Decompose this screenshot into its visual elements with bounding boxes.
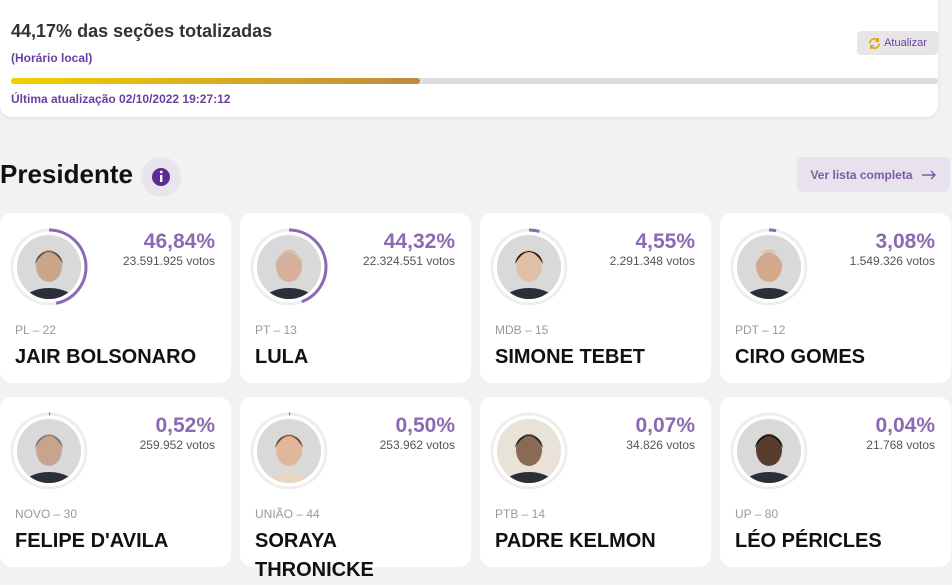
info-button[interactable]	[141, 157, 181, 197]
photo	[497, 235, 561, 299]
ring-arc	[730, 228, 808, 306]
refresh-button[interactable]: Atualizar	[857, 31, 938, 55]
candidate-percent: 4,55%	[635, 230, 695, 253]
photo	[737, 235, 801, 299]
candidate-percent: 46,84%	[143, 230, 215, 253]
candidate-percent: 0,50%	[395, 414, 455, 437]
photo-head	[516, 250, 542, 282]
candidate-card[interactable]: 0,52% 259.952 votos NOVO – 30 FELIPE D'AVIL…	[0, 397, 231, 567]
candidate-card[interactable]: 46,84% 23.591.925 votos PL – 22 JAIR BOLSON…	[0, 213, 231, 383]
progress-fill	[11, 78, 421, 84]
candidate-name: CIRO GOMES	[735, 346, 866, 368]
progress-track	[11, 78, 938, 84]
candidate-ring	[730, 228, 808, 306]
photo-hair	[275, 435, 303, 448]
last-update: Última atualização 02/10/2022 19:27:12	[11, 92, 231, 106]
candidate-ring	[250, 228, 328, 306]
full-list-label: Ver lista completa	[810, 167, 913, 182]
candidate-party: UNIÃO – 44	[255, 507, 320, 521]
ring-arc	[250, 228, 328, 306]
candidate-name: LÉO PÉRICLES	[735, 530, 882, 552]
candidate-party: NOVO – 30	[15, 507, 78, 521]
candidate-party: PL – 22	[15, 323, 56, 337]
candidate-party: UP – 80	[735, 507, 779, 521]
photo-hair	[35, 251, 63, 264]
candidate-percent: 44,32%	[383, 230, 455, 253]
photo-head	[36, 434, 62, 466]
candidate-name: PADRE KELMON	[495, 530, 656, 552]
candidate-card[interactable]: 4,55% 2.291.348 votos MDB – 15 SIMONE TEBET	[480, 213, 711, 383]
candidate-ring	[250, 412, 328, 490]
candidate-party: MDB – 15	[495, 323, 549, 337]
candidate-percent: 0,52%	[155, 414, 215, 437]
status-card: 44,17% das seções totalizadas (Horário l…	[0, 0, 938, 117]
photo	[257, 419, 321, 483]
refresh-label: Atualizar	[884, 37, 927, 49]
candidate-votes: 2.291.348 votos	[609, 254, 695, 268]
ring-arc	[490, 412, 568, 490]
candidate-percent: 3,08%	[875, 230, 935, 253]
photo-head	[36, 250, 62, 282]
candidate-ring	[490, 412, 568, 490]
photo-hair	[755, 251, 783, 264]
full-list-button[interactable]: Ver lista completa	[797, 157, 950, 192]
photo	[737, 419, 801, 483]
candidate-name: FELIPE D'AVILA	[15, 530, 169, 552]
candidate-card[interactable]: 3,08% 1.549.326 votos PDT – 12 CIRO GOMES	[720, 213, 951, 383]
candidate-card[interactable]: 0,50% 253.962 votos UNIÃO – 44 SORAYA THRON…	[240, 397, 471, 581]
candidate-party: PT – 13	[255, 323, 297, 337]
status-subtitle: (Horário local)	[11, 51, 93, 65]
candidate-ring	[10, 412, 88, 490]
photo-head	[756, 250, 782, 282]
candidate-card[interactable]: 0,04% 21.768 votos UP – 80 LÉO PÉRICLES	[720, 397, 951, 567]
candidate-votes: 34.826 votos	[626, 438, 695, 452]
status-percent: 44,17%	[11, 21, 73, 41]
photo-hair	[275, 251, 303, 264]
candidate-votes: 253.962 votos	[379, 438, 455, 452]
candidate-name: SIMONE TEBET	[495, 346, 646, 368]
ring-arc	[10, 228, 88, 306]
refresh-icon	[869, 37, 880, 49]
ring-arc	[250, 412, 328, 490]
photo-head	[276, 250, 302, 282]
status-title: 44,17% das seções totalizadas	[11, 21, 272, 42]
candidate-card[interactable]: 0,07% 34.826 votos PTB – 14 PADRE KELMON	[480, 397, 711, 567]
candidate-card[interactable]: 44,32% 22.324.551 votos PT – 13 LULA	[240, 213, 471, 383]
candidate-ring	[10, 228, 88, 306]
candidate-ring	[730, 412, 808, 490]
photo	[17, 419, 81, 483]
candidate-percent: 0,07%	[635, 414, 695, 437]
candidate-party: PTB – 14	[495, 507, 546, 521]
candidate-name: SORAYA THRONICKE	[255, 530, 374, 581]
photo	[257, 235, 321, 299]
photo-head	[516, 434, 542, 466]
status-text: das seções totalizadas	[77, 21, 273, 41]
section-title: Presidente	[0, 159, 133, 189]
photo-hair	[35, 435, 63, 448]
candidate-name: LULA	[255, 346, 309, 368]
photo-hair	[515, 251, 543, 264]
arrow-icon	[921, 170, 936, 179]
candidate-party: PDT – 12	[735, 323, 786, 337]
ring-arc	[490, 228, 568, 306]
info-icon	[152, 168, 170, 186]
candidate-votes: 259.952 votos	[139, 438, 215, 452]
photo-head	[276, 434, 302, 466]
candidate-votes: 23.591.925 votos	[122, 254, 215, 268]
photo	[497, 419, 561, 483]
candidate-percent: 0,04%	[875, 414, 935, 437]
photo-head	[756, 434, 782, 466]
ring-arc	[730, 412, 808, 490]
candidate-votes: 1.549.326 votos	[849, 254, 935, 268]
candidate-votes: 22.324.551 votos	[362, 254, 455, 268]
photo-hair	[755, 435, 783, 448]
candidate-name: JAIR BOLSONARO	[15, 346, 197, 368]
candidate-ring	[490, 228, 568, 306]
candidate-votes: 21.768 votos	[866, 438, 935, 452]
photo-hair	[515, 435, 543, 448]
ring-arc	[10, 412, 88, 490]
photo	[17, 235, 81, 299]
